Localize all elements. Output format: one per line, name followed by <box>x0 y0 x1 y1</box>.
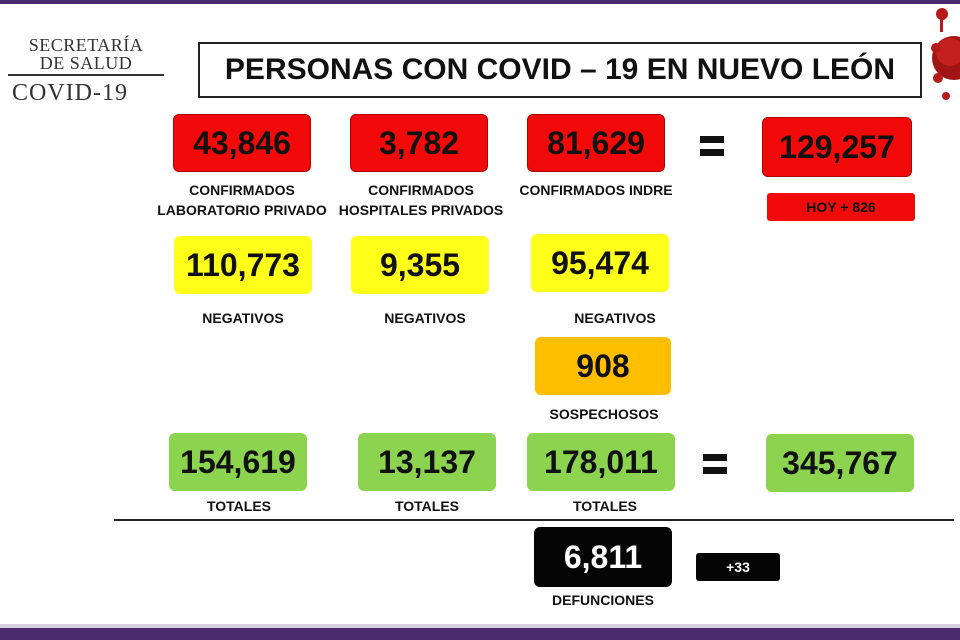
sospechosos-value: 908 <box>535 337 671 395</box>
bottom-frame-highlight <box>0 624 960 628</box>
divider-line <box>114 519 954 521</box>
negativos-hosp-privados-value: 9,355 <box>351 236 489 294</box>
logo-line-2: DE SALUD <box>8 54 164 76</box>
top-frame-bar <box>0 0 960 4</box>
confirmados-indre-value: 81,629 <box>527 114 665 172</box>
totales-hosp-privados-value: 13,137 <box>358 433 496 491</box>
confirmados-hosp-privados-label: CONFIRMADOS HOSPITALES PRIVADOS <box>338 182 504 218</box>
bottom-frame-bar <box>0 628 960 640</box>
negativos-indre-value: 95,474 <box>531 234 669 292</box>
negativos-lab-privado-value: 110,773 <box>174 236 312 294</box>
negativos-hosp-privados-label: NEGATIVOS <box>384 310 466 326</box>
defunciones-value: 6,811 <box>534 527 672 587</box>
totales-indre-value: 178,011 <box>527 433 675 491</box>
defunciones-delta-badge: +33 <box>696 553 780 581</box>
confirmados-total-value: 129,257 <box>762 117 912 177</box>
totales-lab-privado-value: 154,619 <box>169 433 307 491</box>
totales-lab-privado-label: TOTALES <box>206 498 272 514</box>
confirmados-lab-privado-value: 43,846 <box>173 114 311 172</box>
confirmados-hosp-privados-value: 3,782 <box>350 114 488 172</box>
logo-line-1: SECRETARÍA <box>28 35 144 55</box>
totales-grand-total-value: 345,767 <box>766 434 914 492</box>
equals-sign-confirmados <box>700 136 724 156</box>
confirmados-today-badge: HOY + 826 <box>767 193 915 221</box>
page-title: PERSONAS CON COVID – 19 EN NUEVO LEÓN <box>198 42 922 98</box>
equals-sign-totales <box>703 454 727 474</box>
totales-hosp-privados-label: TOTALES <box>394 498 460 514</box>
logo-line-3: COVID-19 <box>12 80 128 106</box>
secretaria-salud-logo: SECRETARÍA DE SALUD COVID-19 <box>8 36 164 107</box>
virus-illustration <box>931 8 960 100</box>
negativos-indre-label: NEGATIVOS <box>574 310 656 326</box>
confirmados-lab-privado-label: CONFIRMADOS LABORATORIO PRIVADO <box>157 182 327 218</box>
totales-indre-label: TOTALES <box>572 498 638 514</box>
defunciones-label: DEFUNCIONES <box>552 592 654 608</box>
negativos-lab-privado-label: NEGATIVOS <box>202 310 284 326</box>
confirmados-indre-label: CONFIRMADOS INDRE <box>519 182 673 198</box>
sospechosos-label: SOSPECHOSOS <box>549 406 659 422</box>
